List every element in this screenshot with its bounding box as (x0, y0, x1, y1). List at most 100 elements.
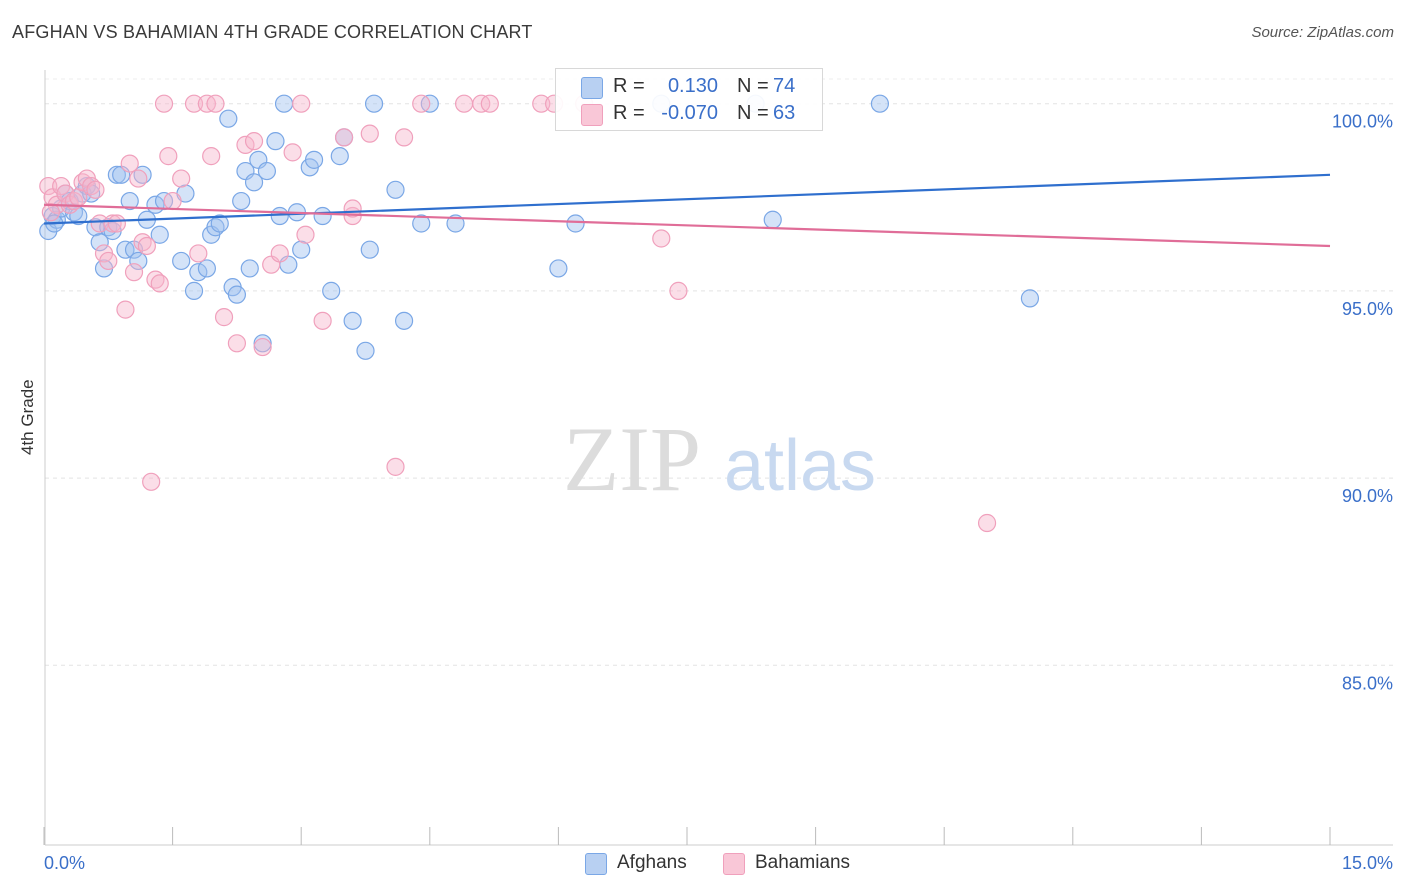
bahamian-point (86, 180, 105, 199)
correlation-legend: R = 0.130 N = 74 R = -0.070 N = 63 (555, 68, 823, 131)
afghan-point (549, 259, 568, 278)
bahamian-point (532, 94, 551, 113)
bahamian-point (103, 214, 122, 233)
afghan-point (313, 206, 332, 226)
bahamians-swatch (581, 104, 603, 126)
afghan-point (266, 132, 285, 151)
afghans-legend-label: Afghans (617, 852, 687, 873)
bahamian-point (124, 263, 144, 282)
bahamian-point (163, 191, 182, 211)
bahamians-r-label: R = (613, 102, 645, 124)
bottom-legend-bahamians[interactable]: Bahamians (723, 852, 873, 876)
bahamians-n-value: 63 (773, 102, 796, 124)
y-axis-title: 4th Grade (18, 379, 37, 455)
watermark-atlas: atlas (724, 426, 876, 506)
axes (43, 70, 1393, 846)
bahamian-point (334, 128, 354, 147)
bahamian-point (137, 236, 156, 256)
afghans-n-label: N = (737, 75, 769, 97)
afghan-point (232, 191, 251, 211)
bahamian-point (296, 225, 315, 244)
bahamian-point (206, 94, 225, 113)
afghan-point (107, 165, 126, 184)
bahamians-trend-line (43, 203, 1331, 248)
bahamian-point (292, 94, 311, 113)
x-tick-label-min: 0.0% (44, 853, 85, 873)
afghans-r-value: 0.130 (667, 75, 718, 97)
afghan-point (364, 94, 384, 113)
afghan-point (870, 94, 890, 113)
bahamian-point (129, 169, 148, 188)
watermark: ZIP atlas (563, 408, 876, 510)
legend-row-bahamians: R = -0.070 N = 63 (556, 102, 822, 128)
afghan-point (330, 147, 349, 166)
bahamian-point (394, 128, 414, 147)
afghan-point (412, 214, 431, 233)
bahamian-point (120, 154, 139, 173)
watermark-zip: ZIP (563, 408, 701, 510)
afghan-point (274, 94, 294, 113)
y-tick-label: 100.0% (1332, 112, 1393, 132)
afghan-point (244, 173, 264, 192)
legend-row-afghans: R = 0.130 N = 74 (556, 75, 822, 101)
afghan-point (227, 285, 246, 304)
bahamian-point (202, 147, 221, 166)
bahamian-point (150, 274, 169, 293)
afghan-point (386, 180, 405, 199)
bahamian-point (669, 281, 688, 300)
bahamian-point (189, 244, 208, 263)
afghans-n-value: 74 (773, 75, 796, 97)
afghan-point (343, 311, 362, 330)
bahamian-point (154, 94, 174, 113)
afghan-point (197, 259, 216, 278)
points-layer (39, 94, 1040, 533)
bahamian-point (977, 513, 997, 533)
bahamian-point (41, 203, 60, 222)
bahamian-point (244, 132, 264, 151)
afghan-point (184, 281, 204, 300)
bahamian-point (270, 244, 289, 263)
afghans-trend-line (43, 173, 1331, 225)
afghan-point (90, 233, 109, 252)
afghans-swatch (581, 77, 603, 99)
afghan-point (210, 214, 229, 233)
afghan-point (240, 259, 259, 278)
bahamian-point (480, 94, 499, 113)
afghan-point (150, 225, 169, 244)
afghan-point (360, 240, 379, 259)
afghan-point (270, 206, 289, 226)
bahamians-r-value: -0.070 (661, 102, 718, 124)
bahamian-point (184, 94, 204, 113)
trend-lines (43, 173, 1331, 248)
chart-title: AFGHAN VS BAHAMIAN 4TH GRADE CORRELATION… (12, 22, 533, 42)
bahamian-point (386, 457, 405, 476)
afghan-point (257, 161, 277, 181)
bottom-legend-afghans[interactable]: Afghans (585, 852, 705, 876)
afghan-point (1020, 289, 1040, 308)
afghan-point (129, 251, 148, 271)
afghan-point (446, 214, 465, 233)
y-tick-label: 85.0% (1342, 673, 1393, 693)
bahamian-point (227, 334, 246, 353)
afghan-point (304, 150, 324, 169)
afghan-point (219, 109, 238, 128)
afghan-point (394, 311, 414, 330)
bahamian-point (107, 214, 126, 233)
bahamian-point (454, 94, 474, 113)
afghan-point (120, 191, 139, 211)
bahamian-point (313, 311, 332, 330)
x-tick-label-max: 15.0% (1342, 853, 1393, 873)
afghan-point (763, 210, 782, 229)
afghan-point (172, 251, 191, 271)
afghans-legend-swatch (585, 853, 607, 875)
bahamian-point (172, 169, 191, 188)
source-label: Source: ZipAtlas.com (1251, 24, 1394, 41)
bahamian-point (39, 176, 58, 196)
afghan-point (566, 214, 585, 233)
afghans-r-label: R = (613, 75, 645, 97)
bahamians-legend-label: Bahamians (755, 852, 851, 873)
bahamian-point (159, 147, 178, 166)
bahamian-point (283, 143, 302, 162)
bahamians-n-label: N = (737, 102, 769, 124)
